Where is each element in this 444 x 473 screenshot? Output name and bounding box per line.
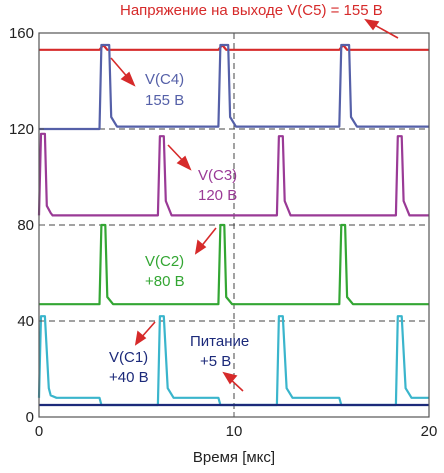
annotation-c2-name: V(C2) <box>145 253 184 270</box>
arrow-c2 <box>194 227 217 255</box>
annotation-c1-value: +40 В <box>109 369 149 386</box>
annotation-c1-name: V(C1) <box>109 349 148 366</box>
annotation-c4-name: V(C4) <box>145 71 184 88</box>
series-line-4 <box>39 223 429 306</box>
arrow-c4 <box>110 57 136 87</box>
series-line-3 <box>37 132 429 217</box>
x-tick-label-10: 10 <box>226 423 243 440</box>
arrow-supply <box>222 371 244 392</box>
annotation-c3-value: 120 В <box>198 187 237 204</box>
ticks-layer: 0 40 80 120 160 0 10 20 <box>9 25 437 440</box>
series-layer <box>37 43 429 407</box>
y-tick-label-40: 40 <box>17 313 34 330</box>
annotation-arrows <box>110 18 399 392</box>
y-tick-label-80: 80 <box>17 217 34 234</box>
annotation-c3-name: V(C3) <box>198 167 237 184</box>
y-tick-label-120: 120 <box>9 121 34 138</box>
x-tick-label-20: 20 <box>421 423 438 440</box>
x-tick-label-0: 0 <box>35 423 43 440</box>
series-line-2 <box>39 43 429 131</box>
y-tick-label-0: 0 <box>26 409 34 426</box>
arrow-c3 <box>167 144 192 171</box>
annotation-output-voltage: Напряжение на выходе V(C5) = 155 В <box>120 2 383 19</box>
series-line-5 <box>37 315 429 407</box>
annotation-c2-value: +80 В <box>145 273 185 290</box>
y-tick-label-160: 160 <box>9 25 34 42</box>
x-axis-label: Время [мкс] <box>193 449 275 466</box>
arrow-c1 <box>134 321 156 346</box>
annotation-supply-value: +5 В <box>200 353 231 370</box>
grid-layer <box>39 33 429 417</box>
annotation-c4-value: 155 В <box>145 92 184 109</box>
annotation-supply-name: Питание <box>190 333 249 350</box>
arrow-output <box>364 18 399 39</box>
